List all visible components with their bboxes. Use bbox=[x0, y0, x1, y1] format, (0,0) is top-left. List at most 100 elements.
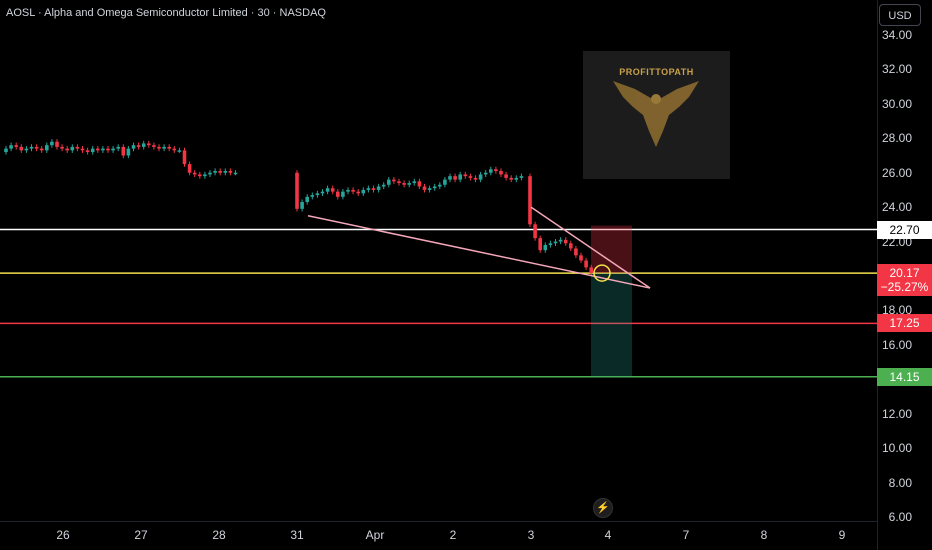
candle bbox=[432, 186, 437, 189]
candle bbox=[24, 148, 29, 151]
time-tick-label: 4 bbox=[604, 528, 612, 542]
time-tick-label: 28 bbox=[212, 528, 226, 542]
candle bbox=[543, 245, 548, 251]
candle bbox=[330, 188, 335, 192]
candle bbox=[341, 191, 345, 197]
candle bbox=[80, 148, 85, 151]
candle bbox=[50, 141, 54, 146]
candle bbox=[553, 241, 558, 244]
time-tick-label: 26 bbox=[56, 528, 70, 542]
price-tick-label: 12.00 bbox=[881, 406, 912, 421]
symbol-title[interactable]: AOSL · Alpha and Omega Semiconductor Lim… bbox=[6, 7, 326, 19]
candle bbox=[101, 148, 105, 151]
price-tick-label: 16.00 bbox=[881, 337, 912, 352]
candle bbox=[448, 176, 452, 180]
candle bbox=[392, 179, 396, 182]
candle bbox=[346, 189, 350, 192]
time-tick-label: 8 bbox=[760, 528, 768, 542]
candle bbox=[172, 148, 177, 151]
candle bbox=[218, 170, 222, 173]
candle bbox=[4, 148, 8, 153]
time-tick-label: 27 bbox=[134, 528, 148, 542]
time-tick-label: 2 bbox=[449, 528, 457, 542]
candle bbox=[233, 172, 238, 175]
candle bbox=[407, 183, 411, 185]
candle bbox=[538, 238, 542, 251]
current-change-label: −25.27% bbox=[880, 280, 929, 295]
candle bbox=[483, 172, 488, 175]
target2-price-tag: 14.15 bbox=[877, 367, 932, 386]
candle bbox=[228, 170, 233, 173]
price-tick-label: 6.00 bbox=[888, 510, 912, 524]
candle bbox=[167, 146, 171, 149]
candle bbox=[315, 193, 320, 196]
candle bbox=[427, 188, 432, 190]
time-tick-label: Apr bbox=[365, 528, 385, 542]
price-tick-label: 34.00 bbox=[881, 28, 912, 42]
profittopath-watermark: PROFITTOPATH bbox=[583, 51, 730, 179]
currency-button[interactable]: USD bbox=[879, 4, 921, 26]
candle bbox=[336, 191, 340, 197]
candle bbox=[584, 260, 588, 268]
candle bbox=[39, 148, 44, 151]
price-tick-label: 30.00 bbox=[881, 96, 912, 111]
candle bbox=[519, 176, 524, 178]
candle bbox=[75, 146, 80, 149]
candle bbox=[45, 145, 49, 151]
current-price-tag: 20.17 −25.27% bbox=[877, 264, 932, 297]
candle bbox=[203, 174, 207, 177]
target2-price-label: 14.15 bbox=[889, 369, 920, 384]
candle bbox=[320, 191, 325, 194]
time-tick-label: 31 bbox=[290, 528, 304, 542]
candle bbox=[579, 255, 583, 261]
resistance-price-label: 22.70 bbox=[889, 222, 920, 237]
candle bbox=[589, 267, 593, 274]
candle bbox=[361, 189, 366, 194]
candle bbox=[356, 191, 360, 194]
candle bbox=[208, 172, 212, 175]
candle bbox=[310, 195, 315, 197]
candle bbox=[136, 145, 141, 147]
candle bbox=[96, 148, 100, 151]
candle bbox=[381, 184, 386, 187]
candle bbox=[494, 169, 498, 171]
candle bbox=[126, 148, 131, 156]
candle bbox=[187, 164, 192, 173]
candle bbox=[182, 150, 187, 165]
eagle-logo-icon bbox=[613, 81, 699, 147]
lightning-icon[interactable]: ⚡ bbox=[593, 498, 613, 518]
candle bbox=[9, 145, 13, 149]
candle bbox=[376, 186, 381, 190]
price-tick-label: 24.00 bbox=[881, 200, 912, 215]
candle bbox=[152, 145, 156, 147]
candle bbox=[499, 170, 503, 175]
candle bbox=[162, 146, 166, 149]
candle bbox=[55, 141, 59, 147]
candle bbox=[192, 172, 197, 175]
candle bbox=[60, 146, 64, 149]
candle bbox=[121, 146, 126, 156]
candle bbox=[569, 243, 573, 249]
candle bbox=[65, 148, 69, 151]
lower-trendline bbox=[307, 215, 651, 289]
candle bbox=[533, 224, 537, 239]
candle bbox=[85, 150, 90, 153]
current-price-label: 20.17 bbox=[889, 266, 920, 281]
highlight-circle bbox=[593, 264, 611, 282]
candle bbox=[402, 183, 406, 185]
candle bbox=[478, 174, 483, 180]
time-tick-label: 9 bbox=[838, 528, 846, 542]
candle bbox=[351, 189, 355, 192]
candle bbox=[473, 177, 478, 180]
candle bbox=[458, 174, 462, 180]
candle bbox=[558, 239, 563, 242]
candle bbox=[528, 176, 532, 225]
candle bbox=[489, 169, 493, 173]
time-tick-label: 7 bbox=[682, 528, 690, 542]
candle bbox=[157, 146, 161, 149]
candle bbox=[574, 248, 578, 256]
candle bbox=[34, 146, 39, 149]
time-axis-border bbox=[0, 521, 877, 522]
candle bbox=[147, 143, 151, 146]
